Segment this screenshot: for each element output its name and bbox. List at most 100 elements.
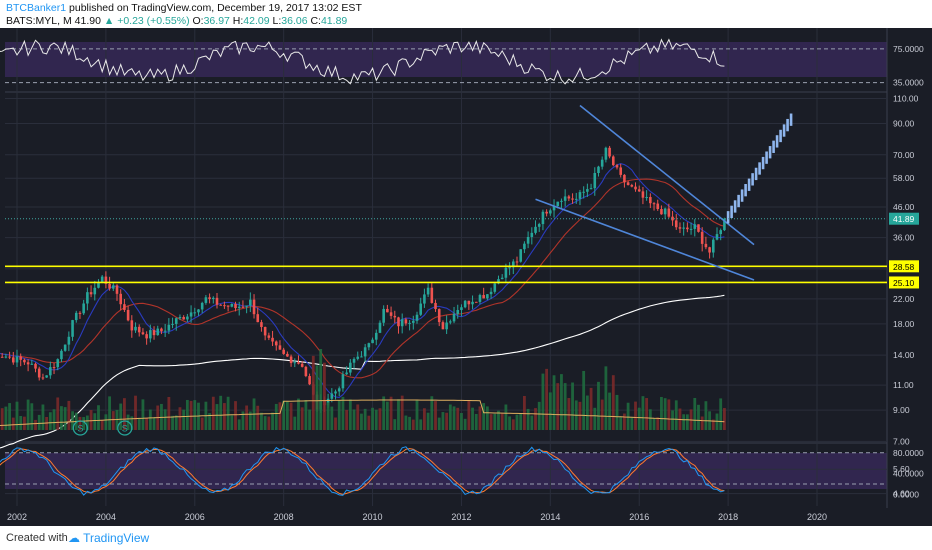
rsi-line bbox=[0, 38, 725, 85]
candle-body bbox=[467, 300, 471, 305]
volume-bar bbox=[263, 416, 267, 430]
volume-bar bbox=[200, 417, 204, 430]
volume-bar bbox=[637, 407, 641, 430]
close-label: C: bbox=[310, 15, 321, 27]
candle-body bbox=[571, 198, 574, 200]
volume-bar bbox=[419, 419, 423, 430]
volume-bar bbox=[400, 395, 404, 430]
volume-bar bbox=[230, 415, 234, 430]
volume-bar bbox=[548, 392, 552, 430]
tradingview-logo[interactable]: ☁ TradingView bbox=[68, 531, 149, 545]
candle-body bbox=[593, 173, 597, 189]
volume-bar bbox=[223, 403, 226, 430]
chart-svg[interactable]: 2002 2004 2006 2008 2010 2012 2014 2016 2018 2020… bbox=[0, 28, 932, 526]
candle-body bbox=[689, 228, 693, 230]
volume-bar bbox=[289, 402, 293, 430]
volume-bar bbox=[552, 375, 556, 430]
volume-bar bbox=[493, 413, 497, 430]
candle-body bbox=[341, 374, 345, 389]
x-tick-label: 2006 bbox=[185, 512, 205, 522]
volume-bar bbox=[371, 407, 374, 430]
candle-body bbox=[241, 306, 245, 308]
volume-bar bbox=[23, 416, 26, 430]
volume-bar bbox=[478, 406, 482, 430]
price-tick-label: 46.00 bbox=[893, 202, 915, 212]
volume-bar bbox=[326, 402, 330, 430]
volume-bar bbox=[704, 401, 708, 430]
candle-body bbox=[563, 196, 567, 201]
candle-body bbox=[604, 147, 608, 160]
volume-bar bbox=[537, 401, 541, 430]
x-tick-label: 2020 bbox=[807, 512, 827, 522]
volume-bar bbox=[430, 396, 434, 430]
volume-bar bbox=[504, 404, 508, 430]
volume-bar bbox=[30, 403, 34, 430]
candle-body bbox=[441, 322, 445, 330]
candle-body bbox=[271, 337, 274, 342]
candle-body bbox=[219, 304, 223, 306]
up-arrow-icon: ▲ bbox=[103, 15, 115, 27]
split-marker-icon bbox=[72, 420, 88, 436]
volume-bar bbox=[597, 381, 600, 430]
candle-body bbox=[349, 362, 352, 373]
rsi-band bbox=[5, 42, 887, 77]
chart-area[interactable]: 2002 2004 2006 2008 2010 2012 2014 2016 2018 2020… bbox=[0, 28, 932, 526]
candle-body bbox=[289, 356, 293, 364]
candle-body bbox=[182, 317, 185, 320]
volume-bar bbox=[671, 410, 674, 430]
author-link[interactable]: BTCBanker1 bbox=[6, 2, 67, 14]
candle-body bbox=[56, 359, 60, 368]
split-marker-label: S bbox=[77, 424, 83, 434]
volume-bar bbox=[182, 409, 186, 430]
candle-body bbox=[626, 182, 630, 186]
candle-body bbox=[100, 276, 104, 283]
candle-body bbox=[397, 317, 400, 327]
volume-bar bbox=[648, 409, 652, 430]
volume-bar bbox=[163, 409, 167, 430]
volume-bar bbox=[363, 408, 367, 430]
candle-body bbox=[189, 312, 193, 317]
candle-body bbox=[615, 165, 619, 168]
volume-bar bbox=[515, 414, 519, 430]
projection-bar bbox=[737, 194, 740, 208]
candle-body bbox=[641, 191, 645, 198]
candle-body bbox=[178, 317, 182, 319]
price-change: +0.23 (+0.55%) bbox=[117, 15, 190, 27]
candle-body bbox=[145, 334, 148, 339]
volume-bar bbox=[589, 387, 593, 430]
candle-body bbox=[589, 188, 593, 190]
price-tag-box bbox=[889, 276, 919, 289]
volume-bar bbox=[682, 414, 686, 430]
candle-body bbox=[493, 283, 497, 292]
candle-body bbox=[108, 283, 111, 289]
open-label: O: bbox=[192, 15, 204, 27]
volume-bar bbox=[330, 406, 334, 430]
volume-bar bbox=[189, 400, 193, 430]
candle-body bbox=[404, 319, 408, 324]
candle-body bbox=[286, 353, 289, 357]
volume-bar bbox=[56, 397, 60, 430]
candle-body bbox=[597, 166, 600, 174]
volume-bar bbox=[452, 406, 456, 430]
candle-body bbox=[356, 356, 360, 359]
volume-bar bbox=[585, 395, 589, 430]
wedge-line bbox=[579, 104, 755, 246]
candle-body bbox=[486, 294, 489, 299]
candle-body bbox=[41, 377, 45, 379]
candle-body bbox=[89, 292, 93, 295]
volume-bar bbox=[282, 400, 286, 430]
candle-body bbox=[134, 326, 137, 331]
volume-bar bbox=[82, 417, 86, 430]
candle-body bbox=[141, 332, 145, 335]
price-tick-label: 5.60 bbox=[893, 464, 910, 474]
candle-body bbox=[71, 320, 74, 337]
candle-body bbox=[278, 345, 282, 350]
candle-body bbox=[674, 220, 678, 228]
high-label: H: bbox=[232, 15, 244, 27]
candle-body bbox=[374, 332, 378, 340]
volume-bar bbox=[234, 401, 237, 430]
projection-bar bbox=[744, 184, 747, 197]
volume-bar bbox=[311, 355, 315, 430]
price-tick-label: 90.00 bbox=[893, 119, 915, 129]
volume-bar bbox=[519, 413, 523, 430]
